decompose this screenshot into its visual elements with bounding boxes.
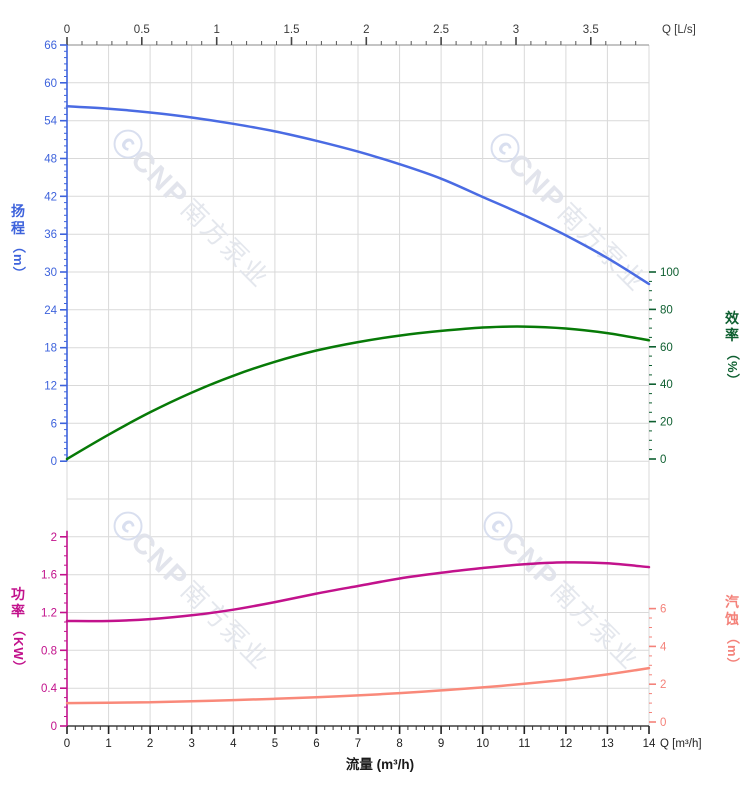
efficiency-curve	[65, 325, 651, 461]
svg-text:6: 6	[313, 738, 319, 750]
svg-text:0: 0	[660, 717, 666, 729]
svg-text:2: 2	[363, 24, 369, 36]
svg-text:2: 2	[660, 679, 666, 691]
power-axis-title: 功率 （KW）	[8, 586, 28, 675]
head-curve	[65, 104, 651, 286]
top-axis: 0 0.5 1 1.5 2 2.5 3 3.5 Q [L/s]	[64, 24, 696, 45]
svg-text:30: 30	[44, 267, 57, 279]
svg-text:6: 6	[51, 418, 57, 430]
svg-text:Q [m³/h]: Q [m³/h]	[660, 738, 702, 750]
svg-text:12: 12	[560, 738, 573, 750]
efficiency-axis-unit: （%）	[724, 347, 740, 388]
svg-text:1: 1	[213, 24, 219, 36]
power-axis-title-text: 功率	[11, 586, 25, 620]
svg-text:7: 7	[355, 738, 361, 750]
svg-text:3: 3	[513, 24, 519, 36]
efficiency-axis: 100 80 60 40 20 0	[649, 267, 679, 466]
svg-text:2: 2	[147, 738, 153, 750]
npsh-curve	[65, 666, 651, 705]
svg-text:60: 60	[44, 78, 57, 90]
svg-text:5: 5	[272, 738, 278, 750]
svg-text:1.2: 1.2	[41, 608, 57, 620]
svg-text:南方泵业: 南方泵业	[545, 575, 645, 675]
efficiency-axis-title-text: 效率	[725, 310, 739, 344]
svg-text:66: 66	[44, 40, 57, 52]
power-axis: 2 1.6 1.2 0.8 0.4 0	[41, 532, 67, 733]
svg-text:42: 42	[44, 191, 57, 203]
svg-text:1: 1	[105, 738, 111, 750]
svg-text:60: 60	[660, 342, 673, 354]
svg-text:48: 48	[44, 154, 57, 166]
svg-text:4: 4	[660, 641, 667, 653]
svg-text:9: 9	[438, 738, 444, 750]
svg-text:2: 2	[51, 532, 57, 544]
npsh-axis-unit: （m）	[724, 631, 740, 672]
power-axis-unit: （KW）	[10, 623, 26, 675]
svg-text:0.4: 0.4	[41, 683, 58, 695]
svg-text:南方泵业: 南方泵业	[552, 197, 652, 297]
svg-text:1.5: 1.5	[284, 24, 300, 36]
svg-text:80: 80	[660, 304, 673, 316]
svg-text:0: 0	[660, 454, 666, 466]
npsh-axis-title: 汽蚀 （m）	[722, 594, 742, 672]
efficiency-axis-title: 效率 （%）	[722, 310, 742, 388]
head-axis-title: 扬程 （m）	[8, 203, 28, 281]
npsh-axis-title-text: 汽蚀	[725, 594, 739, 628]
svg-text:18: 18	[44, 343, 57, 355]
svg-text:3: 3	[188, 738, 194, 750]
flow-axis-title: 流量 (m³/h)	[345, 757, 415, 772]
svg-text:0: 0	[51, 456, 57, 468]
svg-text:14: 14	[643, 738, 656, 750]
head-axis-title-text: 扬程	[11, 203, 25, 237]
svg-text:4: 4	[230, 738, 237, 750]
svg-text:南方泵业: 南方泵业	[175, 575, 275, 675]
svg-text:12: 12	[44, 381, 57, 393]
svg-text:0: 0	[64, 24, 70, 36]
svg-text:36: 36	[44, 229, 57, 241]
gridlines	[66, 44, 650, 727]
svg-text:0: 0	[64, 738, 70, 750]
svg-text:Q [L/s]: Q [L/s]	[662, 24, 696, 36]
npsh-axis: 6 4 2 0	[649, 604, 667, 729]
svg-text:0.8: 0.8	[41, 645, 57, 657]
power-curve	[65, 561, 651, 623]
head-axis-unit: （m）	[10, 240, 26, 281]
bottom-axis: 0 1 2 3 4 5 6 7 8 9 10 11 12 13 14 Q [m³/h]	[64, 726, 702, 750]
svg-text:2.5: 2.5	[433, 24, 449, 36]
svg-text:11: 11	[518, 738, 530, 750]
svg-text:3.5: 3.5	[583, 24, 599, 36]
svg-text:20: 20	[660, 417, 673, 429]
svg-text:8: 8	[396, 738, 402, 750]
svg-text:0: 0	[51, 721, 57, 733]
svg-text:南方泵业: 南方泵业	[175, 193, 275, 293]
svg-text:6: 6	[660, 604, 666, 616]
svg-text:1.6: 1.6	[41, 570, 57, 582]
svg-text:40: 40	[660, 379, 673, 391]
svg-text:100: 100	[660, 267, 679, 279]
svg-text:10: 10	[476, 738, 489, 750]
svg-text:0.5: 0.5	[134, 24, 150, 36]
svg-text:24: 24	[44, 305, 57, 317]
svg-text:13: 13	[601, 738, 614, 750]
svg-text:54: 54	[44, 116, 57, 128]
